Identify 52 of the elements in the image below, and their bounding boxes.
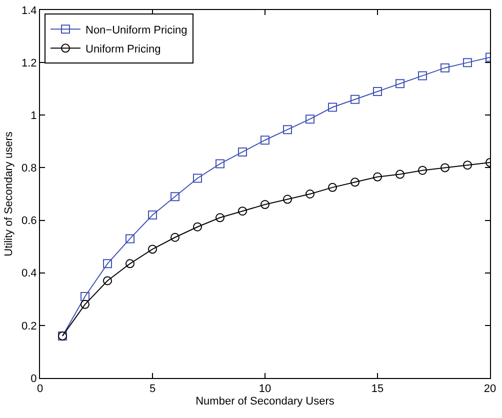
point (418, 166, 427, 175)
x-axis-title: Number of Secondary Users (196, 395, 335, 408)
x-tick-label: 5 (149, 383, 156, 396)
point (170, 192, 180, 202)
y-axis-title: Utility of Secondary users (3, 131, 16, 256)
y-tick-label: 1.2 (22, 57, 37, 70)
point (440, 63, 450, 72)
x-tick-label: 10 (258, 383, 272, 396)
point (80, 292, 90, 302)
point (373, 172, 382, 182)
point (283, 194, 292, 204)
point (216, 213, 224, 222)
point (418, 71, 427, 80)
point (328, 102, 337, 112)
y-tick-label: 0.6 (22, 215, 37, 228)
point (350, 178, 360, 187)
point (463, 160, 472, 170)
legend-label: Non−Uniform Pricing (86, 24, 188, 36)
point (193, 174, 202, 183)
x-tick-label: 20 (484, 383, 496, 396)
y-tick-label: 0.4 (22, 268, 37, 280)
point (463, 58, 472, 68)
point (216, 159, 224, 168)
point (306, 114, 314, 124)
point (396, 170, 404, 179)
point (238, 206, 247, 216)
point (350, 94, 360, 104)
point (328, 182, 337, 192)
point (126, 234, 134, 244)
point (283, 125, 292, 134)
x-tick-label: 15 (371, 383, 384, 396)
point (260, 136, 270, 145)
point (440, 163, 450, 172)
legend-label: Uniform Pricing (86, 43, 161, 56)
point (238, 147, 247, 156)
point (148, 210, 157, 220)
point (103, 276, 112, 286)
point (373, 86, 382, 96)
point (260, 200, 270, 210)
y-tick-label: 1 (30, 110, 37, 122)
point (103, 259, 112, 268)
y-tick-label: 0.2 (22, 320, 37, 332)
point (306, 190, 314, 198)
point (193, 222, 202, 232)
point (396, 79, 404, 88)
y-tick-label: 0 (30, 372, 37, 385)
y-tick-label: 1.4 (22, 4, 37, 17)
y-tick-label: 0.8 (22, 162, 37, 175)
point (148, 244, 157, 254)
point (170, 232, 180, 242)
point (80, 300, 90, 309)
point (126, 259, 134, 268)
